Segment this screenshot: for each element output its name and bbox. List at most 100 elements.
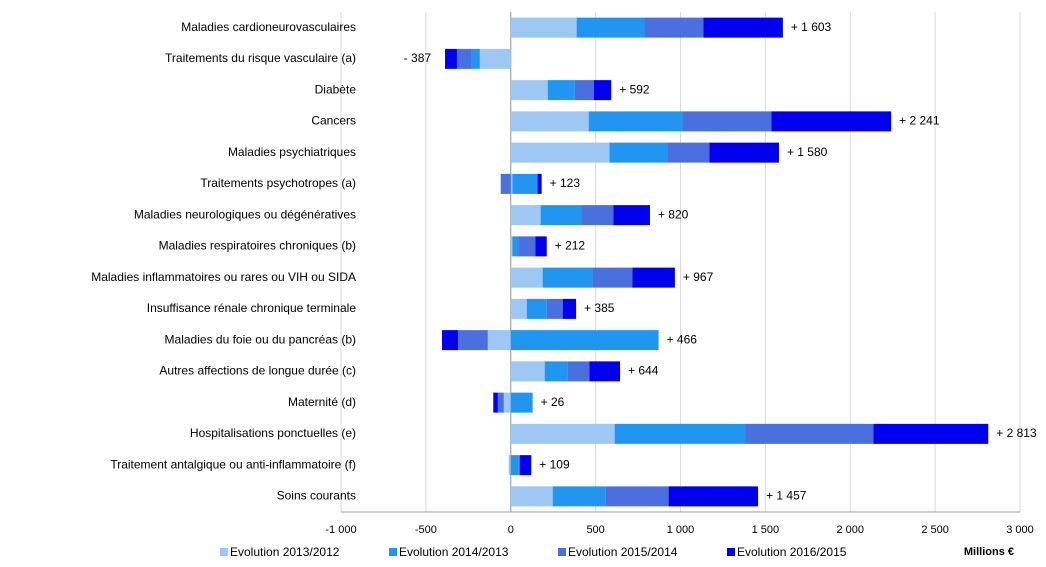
x-tick-label: 500 <box>586 524 604 536</box>
y-tick-label: Soins courants <box>277 489 356 503</box>
y-tick-label: Maladies inflammatoires ou rares ou VIH … <box>91 270 356 284</box>
legend-label: Evolution 2016/2015 <box>737 545 847 559</box>
total-label: + 212 <box>555 239 586 253</box>
legend-label: Evolution 2014/2013 <box>399 545 509 559</box>
bar-segment <box>589 361 621 382</box>
bar-segment <box>745 423 874 444</box>
total-label: + 1 603 <box>791 20 832 34</box>
bar-segment <box>457 330 488 351</box>
bar-segment <box>771 111 892 132</box>
y-tick-label: Maladies respiratoires chroniques (b) <box>159 239 356 253</box>
bar-segment <box>632 267 675 288</box>
bar-segment <box>510 80 548 101</box>
legend-label: Evolution 2013/2012 <box>230 545 340 559</box>
y-tick-label: Maladies psychiatriques <box>228 145 356 159</box>
x-tick-label: 2 000 <box>836 524 864 536</box>
bar-segment <box>709 142 779 163</box>
bar-segment <box>510 423 615 444</box>
bar-segment <box>471 48 480 69</box>
bar-segment <box>510 298 527 319</box>
bar-segment <box>479 48 511 69</box>
total-label: + 644 <box>628 364 659 378</box>
total-label: + 466 <box>667 332 698 346</box>
y-tick-label: Cancers <box>311 114 356 128</box>
x-tick-label: 3 000 <box>1006 524 1034 536</box>
y-tick-label: Insuffisance rénale chronique terminale <box>147 301 357 315</box>
x-tick-label: -1 000 <box>325 524 356 536</box>
bar-segment <box>703 17 783 38</box>
bar-segment <box>576 17 645 38</box>
total-label: + 2 813 <box>996 426 1037 440</box>
bar-segment <box>593 80 612 101</box>
x-tick-label: -500 <box>415 524 437 536</box>
bar-segment <box>552 486 606 507</box>
bar-segment <box>510 486 553 507</box>
bar-segment <box>544 361 568 382</box>
y-tick-label: Maternité (d) <box>288 395 356 409</box>
bar-segment <box>613 205 650 226</box>
bar-segment <box>510 17 577 38</box>
y-tick-label: Diabète <box>315 82 357 96</box>
total-label: - 387 <box>404 51 432 65</box>
bar-segment <box>510 236 513 257</box>
total-label: + 26 <box>541 395 565 409</box>
y-tick-label: Maladies du foie ou du pancréas (b) <box>165 332 356 346</box>
bar-segment <box>581 205 614 226</box>
bar-segment <box>518 455 520 476</box>
bar-segment <box>456 48 472 69</box>
bar-segment <box>445 48 457 69</box>
legend-swatch <box>220 548 228 556</box>
total-label: + 820 <box>658 207 689 221</box>
legend-label: Evolution 2015/2014 <box>568 545 678 559</box>
bar-segment <box>518 236 536 257</box>
bar-segment <box>500 173 511 194</box>
total-label: + 967 <box>683 270 714 284</box>
bar-segment <box>510 142 610 163</box>
bar-segment <box>562 298 577 319</box>
bar-segment <box>519 455 532 476</box>
y-tick-label: Autres affections de longue durée (c) <box>159 364 356 378</box>
y-tick-label: Maladies neurologiques ou dégénératives <box>134 207 356 221</box>
bar-segment <box>546 298 563 319</box>
legend-swatch <box>389 548 397 556</box>
bar-segment <box>442 330 458 351</box>
bar-segment <box>510 330 659 351</box>
bar-segment <box>526 298 547 319</box>
y-tick-label: Hospitalisations ponctuelles (e) <box>190 426 356 440</box>
bar-segment <box>493 392 498 413</box>
bar-segment <box>508 455 511 476</box>
total-label: + 1 580 <box>787 145 828 159</box>
y-tick-label: Maladies cardioneurovasculaires <box>181 20 356 34</box>
bar-segment <box>667 142 710 163</box>
bar-segment <box>487 330 511 351</box>
total-label: + 1 457 <box>766 489 807 503</box>
x-tick-label: 1 000 <box>667 524 695 536</box>
total-label: + 592 <box>619 82 650 96</box>
bar-segment <box>510 267 543 288</box>
bar-segment <box>503 392 511 413</box>
bar-segment <box>605 486 669 507</box>
y-tick-label: Traitements du risque vasculaire (a) <box>165 51 356 65</box>
bar-segment <box>873 423 989 444</box>
legend-swatch <box>558 548 566 556</box>
bar-segment <box>588 111 683 132</box>
y-tick-label: Traitements psychotropes (a) <box>200 176 356 190</box>
bar-segment <box>537 173 542 194</box>
x-tick-label: 2 500 <box>921 524 949 536</box>
bar-segment <box>574 80 594 101</box>
bar-segment <box>510 111 589 132</box>
legend-swatch <box>727 548 735 556</box>
bar-segment <box>592 267 633 288</box>
x-tick-label: 1 500 <box>752 524 780 536</box>
bar-segment <box>644 17 704 38</box>
bar-segment <box>668 486 759 507</box>
x-axis-label: Millions € <box>964 546 1014 558</box>
bar-segment <box>682 111 772 132</box>
bar-segment <box>510 392 533 413</box>
bar-segment <box>510 361 545 382</box>
y-tick-label: Traitement antalgique ou anti-inflammato… <box>110 457 356 471</box>
bar-segment <box>512 236 519 257</box>
bar-segment <box>510 173 513 194</box>
total-label: + 109 <box>539 457 570 471</box>
